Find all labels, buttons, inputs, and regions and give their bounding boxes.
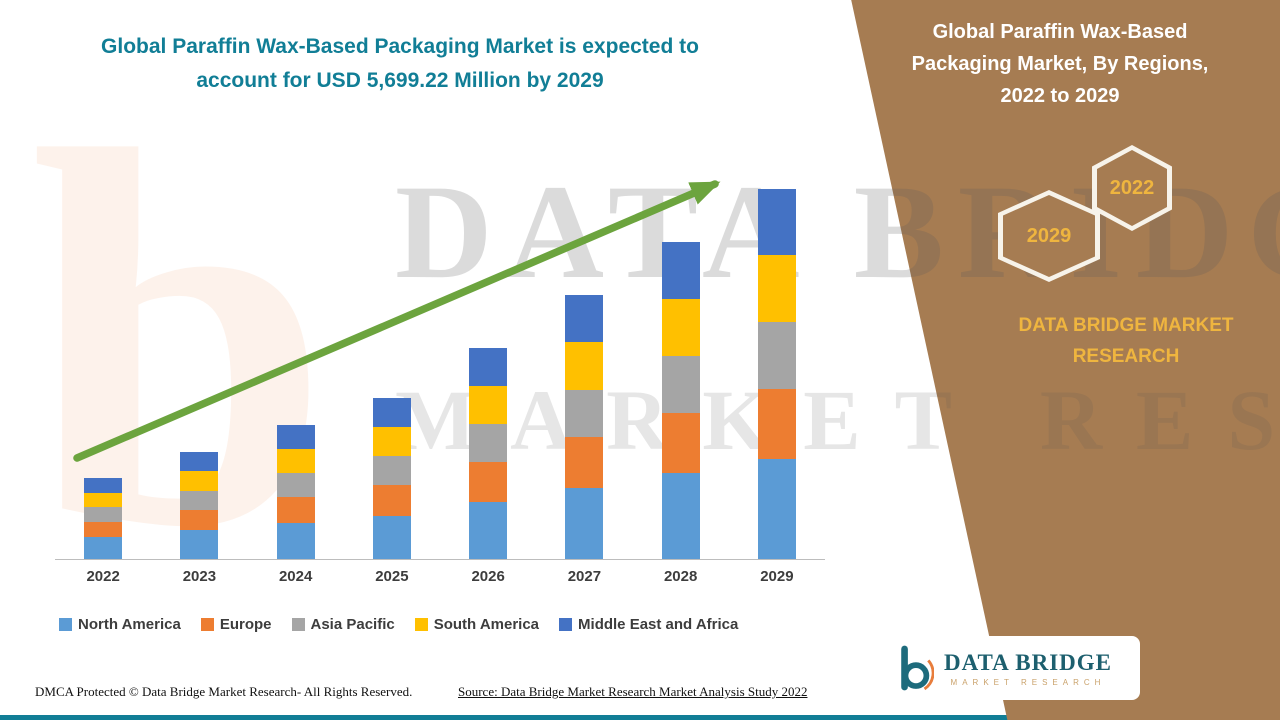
bar-segment — [180, 452, 219, 472]
bar-stack-2029 — [757, 188, 796, 559]
legend-swatch — [59, 618, 72, 631]
bar-segment — [565, 294, 604, 343]
bar-segment — [372, 426, 411, 456]
bar-segment — [276, 448, 315, 473]
bar-stack-2022 — [84, 478, 123, 559]
bar-column-2023 — [151, 170, 247, 559]
side-panel-title: Global Paraffin Wax-Based Packaging Mark… — [911, 21, 1209, 107]
company-logo-name: DATA BRIDGE — [944, 649, 1112, 675]
legend-label: Europe — [219, 616, 272, 633]
bar-column-2025 — [344, 170, 440, 559]
x-axis-label: 2025 — [375, 568, 409, 585]
page-title: Global Paraffin Wax-Based Packaging Mark… — [101, 35, 699, 92]
bar-stack-2027 — [565, 294, 604, 559]
bar-column-2024 — [248, 170, 344, 559]
legend-swatch — [414, 618, 428, 631]
bar-column-2027 — [536, 170, 632, 559]
bar-segment — [84, 507, 123, 522]
legend-swatch — [200, 618, 214, 631]
bar-segment — [276, 522, 315, 559]
company-logo-card: DATA BRIDGE MARKET RESEARCH — [868, 636, 1140, 700]
bar-segment — [276, 497, 315, 523]
bar-segment — [84, 478, 123, 493]
bar-segment — [372, 515, 411, 559]
stacked-bar-chart: 2022 2023 2024 2025 2026 2027 2028 2029 North A… — [55, 170, 825, 660]
legend-swatch — [291, 618, 305, 631]
bar-stack-2023 — [180, 452, 219, 559]
bar-segment — [372, 455, 411, 485]
bar-segment — [180, 471, 219, 491]
hexagon-badge-2022-label: 2022 — [1097, 150, 1167, 226]
bar-segment — [372, 484, 411, 516]
bar-segment — [180, 490, 219, 510]
bottom-accent-strip — [0, 715, 1280, 720]
bar-segment — [180, 530, 219, 559]
x-axis-label: 2022 — [86, 568, 120, 585]
bar-stack-2024 — [276, 424, 315, 559]
legend-item: Europe — [200, 616, 272, 633]
company-logo-text: DATA BRIDGE MARKET RESEARCH — [944, 650, 1112, 687]
bar-stack-2028 — [661, 241, 700, 559]
legend-item: South America — [414, 616, 540, 633]
bar-segment — [276, 472, 315, 498]
bar-segment — [565, 389, 604, 438]
bar-segment — [372, 397, 411, 427]
bar-segment — [661, 355, 700, 414]
bar-segment — [276, 424, 315, 449]
bar-segment — [757, 255, 796, 322]
hexagon-badge-2029-label: 2029 — [1003, 195, 1095, 277]
bar-segment — [661, 298, 700, 356]
bar-column-2029 — [729, 170, 825, 559]
bar-segment — [661, 473, 700, 559]
x-axis-label: 2028 — [663, 568, 698, 585]
x-axis-label: 2026 — [471, 568, 505, 585]
legend-label: South America — [433, 616, 540, 633]
bar-segment — [84, 492, 123, 508]
bar-segment — [469, 423, 508, 462]
bar-segment — [84, 521, 123, 538]
x-axis-label: 2027 — [567, 568, 602, 585]
bar-segment — [757, 188, 796, 256]
bar-column-2028 — [633, 170, 729, 559]
source-footer-text: Source: Data Bridge Market Research Mark… — [458, 684, 808, 699]
x-axis-labels: 2022 2023 2024 2025 2026 2027 2028 2029 — [55, 568, 825, 585]
x-axis-label: 2029 — [760, 568, 794, 585]
bar-segment — [757, 388, 796, 459]
legend-label: North America — [78, 616, 181, 633]
bar-column-2026 — [440, 170, 536, 559]
bar-stack-2025 — [372, 397, 411, 559]
plot-area — [55, 170, 825, 560]
legend-item: North America — [59, 616, 181, 633]
legend-item: Asia Pacific — [291, 616, 395, 633]
legend-swatch — [559, 618, 573, 631]
chart-legend: North America Europe Asia Pacific South Ame… — [59, 616, 738, 633]
bar-segment — [180, 509, 219, 531]
brand-name-gold: DATA BRIDGE MARKET RESEARCH — [1018, 315, 1234, 368]
bar-segment — [469, 347, 508, 386]
bar-segment — [469, 501, 508, 559]
bar-segment — [565, 342, 604, 390]
bar-segment — [469, 461, 508, 502]
bar-segment — [757, 321, 796, 389]
bar-segment — [469, 385, 508, 424]
dmca-footer-text: DMCA Protected © Data Bridge Market Rese… — [35, 684, 413, 699]
bar-segment — [661, 413, 700, 474]
company-logo-subtitle: MARKET RESEARCH — [950, 677, 1106, 687]
bar-segment — [661, 241, 700, 299]
bar-segment — [757, 459, 796, 559]
bar-segment — [84, 537, 123, 559]
hexagon-badge-2022: 2022 — [1092, 145, 1172, 231]
bar-segment — [565, 487, 604, 559]
legend-label: Asia Pacific — [310, 616, 395, 633]
bar-segment — [565, 437, 604, 488]
x-axis-label: 2024 — [278, 568, 313, 585]
bar-stack-2026 — [469, 347, 508, 559]
company-logo-icon — [901, 645, 934, 691]
bar-column-2022 — [55, 170, 151, 559]
legend-item: Middle East and Africa — [559, 616, 738, 633]
x-axis-label: 2023 — [182, 568, 217, 585]
legend-label: Middle East and Africa — [578, 616, 739, 633]
